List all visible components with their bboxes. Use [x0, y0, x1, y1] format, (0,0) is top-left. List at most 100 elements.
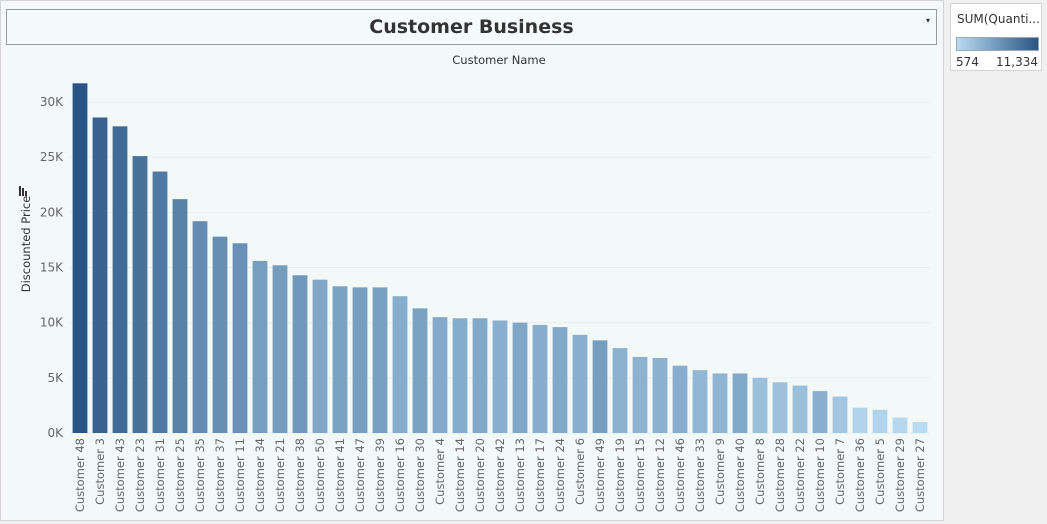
bar[interactable] [892, 417, 908, 433]
bar[interactable] [792, 385, 808, 433]
bar[interactable] [432, 317, 448, 433]
x-tick-label: Customer 49 [593, 438, 607, 512]
bar[interactable] [252, 260, 268, 433]
x-tick-label: Customer 9 [713, 438, 727, 505]
x-tick-label: Customer 29 [893, 438, 907, 512]
x-tick-label: Customer 17 [533, 438, 547, 512]
bar[interactable] [532, 324, 548, 433]
y-tick-label: 20K [40, 205, 64, 219]
dropdown-caret-icon[interactable]: ▾ [925, 16, 930, 25]
x-tick-label: Customer 23 [133, 438, 147, 512]
bar[interactable] [732, 373, 748, 433]
bar[interactable] [452, 318, 468, 433]
bar[interactable] [472, 318, 488, 433]
x-tick-label: Customer 27 [913, 438, 927, 512]
bar[interactable] [412, 308, 428, 433]
x-tick-label: Customer 31 [153, 438, 167, 512]
legend-max-label: 11,334 [996, 55, 1038, 69]
bar[interactable] [172, 199, 188, 433]
bar[interactable] [392, 296, 408, 433]
bar[interactable] [212, 236, 228, 433]
bar[interactable] [852, 407, 868, 433]
x-tick-label: Customer 24 [553, 438, 567, 512]
x-tick-label: Customer 5 [873, 438, 887, 505]
x-tick-label: Customer 28 [773, 438, 787, 512]
legend-color-ramp [956, 37, 1039, 51]
bar-chart: Customer Name Discounted Price 0K 5K 10K 15… [19, 53, 930, 512]
x-tick-label: Customer 42 [493, 438, 507, 512]
x-tick-label: Customer 43 [113, 438, 127, 512]
bar[interactable] [652, 357, 668, 433]
x-tick-label: Customer 15 [633, 438, 647, 512]
x-tick-label: Customer 34 [253, 438, 267, 512]
x-tick-label: Customer 12 [653, 438, 667, 512]
x-tick-label: Customer 11 [233, 438, 247, 512]
bar[interactable] [712, 373, 728, 433]
bar[interactable] [632, 356, 648, 433]
bar[interactable] [512, 322, 528, 433]
x-tick-label: Customer 46 [673, 438, 687, 512]
x-tick-label: Customer 30 [413, 438, 427, 512]
bar[interactable] [192, 221, 208, 433]
x-tick-label: Customer 4 [433, 438, 447, 505]
bar[interactable] [72, 83, 88, 433]
bar[interactable] [232, 243, 248, 433]
x-tick-label: Customer 14 [453, 438, 467, 512]
x-tick-label: Customer 16 [393, 438, 407, 512]
y-tick-label: 5K [47, 371, 64, 385]
x-tick-label: Customer 6 [573, 438, 587, 505]
x-tick-label: Customer 39 [373, 438, 387, 512]
title-box: Customer Business ▾ [6, 9, 937, 45]
x-tick-label: Customer 21 [273, 438, 287, 512]
bar[interactable] [552, 327, 568, 433]
x-tick-label: Customer 50 [313, 438, 327, 512]
bar[interactable] [912, 421, 928, 433]
color-legend[interactable]: SUM(Quanti... 574 11,334 [950, 3, 1042, 71]
bar[interactable] [592, 340, 608, 433]
bar[interactable] [692, 370, 708, 433]
bar[interactable] [92, 117, 108, 433]
bar[interactable] [772, 382, 788, 433]
bar[interactable] [612, 348, 628, 433]
y-axis-title: Discounted Price [19, 196, 33, 293]
bar[interactable] [332, 286, 348, 433]
legend-min-label: 574 [956, 55, 979, 69]
x-tick-label: Customer 40 [733, 438, 747, 512]
x-tick-label: Customer 36 [853, 438, 867, 512]
legend-title: SUM(Quanti... [957, 12, 1040, 26]
chart-title: Customer Business [369, 16, 574, 38]
x-tick-label: Customer 7 [833, 438, 847, 505]
bar[interactable] [292, 275, 308, 433]
x-axis-ticks: Customer 48 Customer 3 Customer 43 Customer… [73, 438, 927, 512]
bar[interactable] [312, 279, 328, 433]
y-tick-label: 30K [40, 95, 64, 109]
bar[interactable] [372, 287, 388, 433]
x-axis-title: Customer Name [452, 53, 545, 67]
sort-icon[interactable] [19, 186, 27, 196]
bar[interactable] [752, 377, 768, 433]
bars [72, 83, 928, 434]
x-tick-label: Customer 22 [793, 438, 807, 512]
bar[interactable] [572, 334, 588, 433]
x-tick-label: Customer 33 [693, 438, 707, 512]
x-tick-label: Customer 8 [753, 438, 767, 505]
x-tick-label: Customer 25 [173, 438, 187, 512]
bar[interactable] [492, 320, 508, 433]
y-axis-ticks: 0K 5K 10K 15K 20K 25K 30K [40, 95, 64, 440]
bar[interactable] [872, 409, 888, 433]
bar[interactable] [112, 126, 128, 434]
y-tick-label: 10K [40, 316, 64, 330]
y-tick-label: 15K [40, 261, 64, 275]
bar[interactable] [272, 265, 288, 433]
bar[interactable] [832, 396, 848, 433]
bar[interactable] [812, 391, 828, 433]
bar[interactable] [132, 156, 148, 433]
bar[interactable] [152, 171, 168, 433]
x-tick-label: Customer 19 [613, 438, 627, 512]
bar[interactable] [672, 365, 688, 433]
x-tick-label: Customer 10 [813, 438, 827, 512]
x-tick-label: Customer 47 [353, 438, 367, 512]
bar[interactable] [352, 287, 368, 433]
x-tick-label: Customer 38 [293, 438, 307, 512]
y-tick-label: 25K [40, 150, 64, 164]
